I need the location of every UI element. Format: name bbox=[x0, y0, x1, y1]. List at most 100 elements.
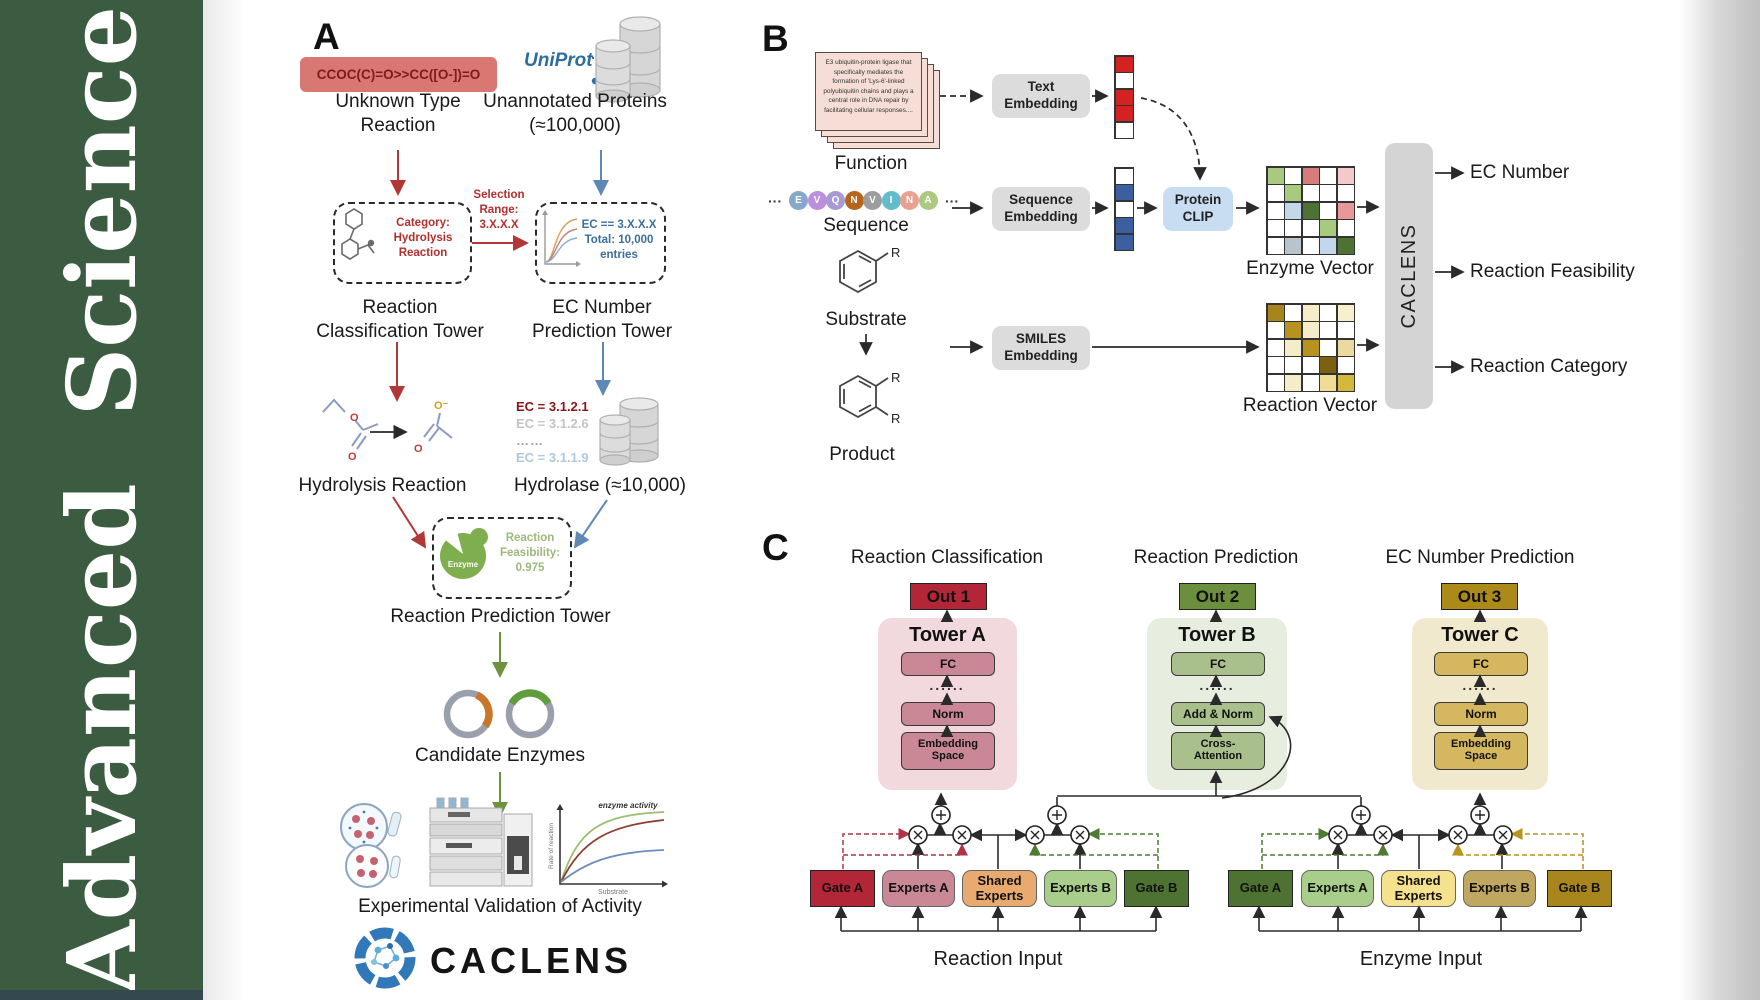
reaction-gate-b: Gate B bbox=[1124, 870, 1189, 907]
tower-c-name: Tower C bbox=[1441, 624, 1519, 646]
tower-b-add-norm: Add & Norm bbox=[1171, 702, 1265, 726]
title-ec-number-prediction: EC Number Prediction bbox=[1385, 547, 1575, 568]
amino-acid-circle: N bbox=[844, 191, 864, 210]
tower-c-embedding: Embedding Space bbox=[1434, 732, 1528, 770]
ec-dashed-box bbox=[535, 202, 666, 284]
enzyme-vector-matrix bbox=[1266, 166, 1355, 255]
journal-title: Advanced Science bbox=[46, 5, 158, 995]
protein-clip-box: Protein CLIP bbox=[1163, 187, 1233, 231]
amino-acid-circle: N bbox=[900, 191, 919, 210]
ec-result-list: EC = 3.1.2.1 EC = 3.1.2.6 …… EC = 3.1.1.… bbox=[516, 399, 612, 467]
panel-c-letter: C bbox=[762, 527, 789, 568]
substrate-label: Substrate bbox=[825, 309, 907, 330]
prediction-tower-label: Reaction Prediction Tower bbox=[390, 606, 611, 627]
validation-label: Experimental Validation of Activity bbox=[358, 896, 642, 917]
title-reaction-prediction: Reaction Prediction bbox=[1133, 547, 1299, 568]
substrate-benzene-icon bbox=[839, 249, 889, 294]
activity-plot: enzyme activity Rate of reaction Substra… bbox=[548, 801, 668, 896]
smiles-reaction-box: CCOC(C)=O>>CC([O-])=O bbox=[300, 57, 497, 92]
moe-wires bbox=[834, 792, 1588, 932]
page-right-shadow bbox=[1680, 0, 1760, 1000]
reaction-vector-matrix bbox=[1266, 303, 1355, 392]
acetate-o-minus: O⁻ bbox=[434, 400, 449, 412]
panel-b-letter: B bbox=[762, 18, 789, 59]
product-benzene-icon bbox=[839, 374, 889, 419]
enzyme-experts-b: Experts B bbox=[1463, 870, 1536, 907]
product-r2-label: R bbox=[891, 411, 900, 426]
function-card: E3 ubiquitin-protein ligase that specifi… bbox=[815, 52, 922, 131]
ec-item: EC = 3.1.2.1 bbox=[516, 399, 589, 414]
tower-b-dots: ...... bbox=[1199, 677, 1235, 693]
reaction-vector-label: Reaction Vector bbox=[1242, 395, 1378, 416]
ec-item: …… bbox=[516, 432, 544, 448]
tower-c-norm: Norm bbox=[1434, 702, 1528, 726]
acetate-o-atom: O bbox=[414, 443, 423, 455]
tower-b-cross-attention: Cross-Attention bbox=[1171, 732, 1265, 770]
tower-b-fc: FC bbox=[1171, 652, 1265, 676]
tower-a-norm: Norm bbox=[901, 702, 995, 726]
amino-acid-circle: E bbox=[789, 191, 808, 210]
activity-ylabel: Rate of reaction bbox=[548, 823, 555, 869]
unknown-reaction-label: Unknown Type Reaction bbox=[335, 91, 461, 137]
hydrolysis-reaction-label: Hydrolysis Reaction bbox=[298, 475, 467, 496]
amino-acid-circle: A bbox=[918, 191, 938, 210]
product-r1-label: R bbox=[891, 370, 900, 385]
microscopy-icon bbox=[340, 803, 402, 888]
activity-annotation: enzyme activity bbox=[598, 801, 658, 810]
ester-o-atom: O bbox=[350, 412, 359, 424]
sequence-embedding-vector bbox=[1114, 167, 1134, 251]
uniprot-logo: UniProt bbox=[524, 50, 593, 71]
caclens-module-bar bbox=[1385, 143, 1433, 409]
caclens-wordmark: CACLENS bbox=[430, 940, 633, 981]
substrate-r-label: R bbox=[891, 245, 900, 260]
reaction-input-label: Reaction Input bbox=[933, 948, 1063, 970]
tower-c-dots: ...... bbox=[1462, 677, 1498, 693]
function-label: Function bbox=[834, 153, 908, 174]
text-embedding-vector bbox=[1114, 55, 1134, 139]
sequence-ellipsis-left: ··· bbox=[768, 193, 782, 209]
hplc-icon bbox=[429, 797, 533, 887]
plasmid-icon bbox=[443, 689, 555, 739]
add-nodes bbox=[931, 805, 1490, 825]
sequence-ellipsis-right: ··· bbox=[945, 193, 959, 209]
multiply-nodes bbox=[908, 825, 1513, 845]
output-ec-number: EC Number bbox=[1470, 162, 1570, 183]
selection-range-text: Selection Range: 3.X.X.X bbox=[473, 189, 525, 231]
enzyme-experts-a: Experts A bbox=[1301, 870, 1374, 907]
panel-b-arrows bbox=[859, 89, 1465, 374]
sequence-embedding-box: Sequence Embedding bbox=[992, 187, 1090, 231]
enzyme-vector-label: Enzyme Vector bbox=[1246, 258, 1374, 279]
ec-item: EC = 3.1.1.9 bbox=[516, 449, 589, 465]
output-reaction-category: Reaction Category bbox=[1470, 356, 1628, 377]
title-reaction-classification: Reaction Classification bbox=[850, 547, 1044, 568]
enzyme-gate-a: Gate A bbox=[1228, 870, 1293, 907]
category-text: Category: Hydrolysis Reaction bbox=[393, 217, 453, 259]
smiles-embedding-box: SMILES Embedding bbox=[992, 326, 1090, 370]
reaction-experts-b: Experts B bbox=[1044, 870, 1117, 907]
tower-b-name: Tower B bbox=[1178, 624, 1256, 646]
unannotated-proteins-label: Unannotated Proteins (≈100,000) bbox=[483, 91, 667, 137]
feasibility-text: Reaction Feasibility: 0.975 bbox=[499, 532, 561, 574]
product-label: Product bbox=[829, 444, 895, 465]
tower-a-name: Tower A bbox=[909, 624, 986, 646]
classification-tower-label: Reaction Classification Tower bbox=[316, 297, 484, 343]
amino-acid-circle: I bbox=[881, 191, 901, 210]
ester-o2-atom: O bbox=[348, 451, 357, 463]
reaction-gate-a: Gate A bbox=[810, 870, 875, 907]
text-embedding-box: Text Embedding bbox=[992, 74, 1090, 118]
candidate-enzymes-label: Candidate Enzymes bbox=[414, 745, 586, 766]
feasibility-dashed-box bbox=[432, 517, 572, 599]
ec-tower-label: EC Number Prediction Tower bbox=[531, 297, 673, 343]
journal-sidebar bbox=[0, 0, 203, 1000]
tower-a-fc: FC bbox=[901, 652, 995, 676]
reaction-shared-experts: Shared Experts bbox=[962, 870, 1037, 907]
enzyme-input-label: Enzyme Input bbox=[1359, 948, 1483, 970]
tower-c-fc: FC bbox=[1434, 652, 1528, 676]
tower-a-embedding: Embedding Space bbox=[901, 732, 995, 770]
ec-filter-text: EC == 3.X.X.X Total: 10,000 entries bbox=[581, 219, 657, 261]
uniprot-swirl-icon bbox=[591, 50, 621, 86]
page-left-shadow bbox=[203, 0, 245, 1000]
